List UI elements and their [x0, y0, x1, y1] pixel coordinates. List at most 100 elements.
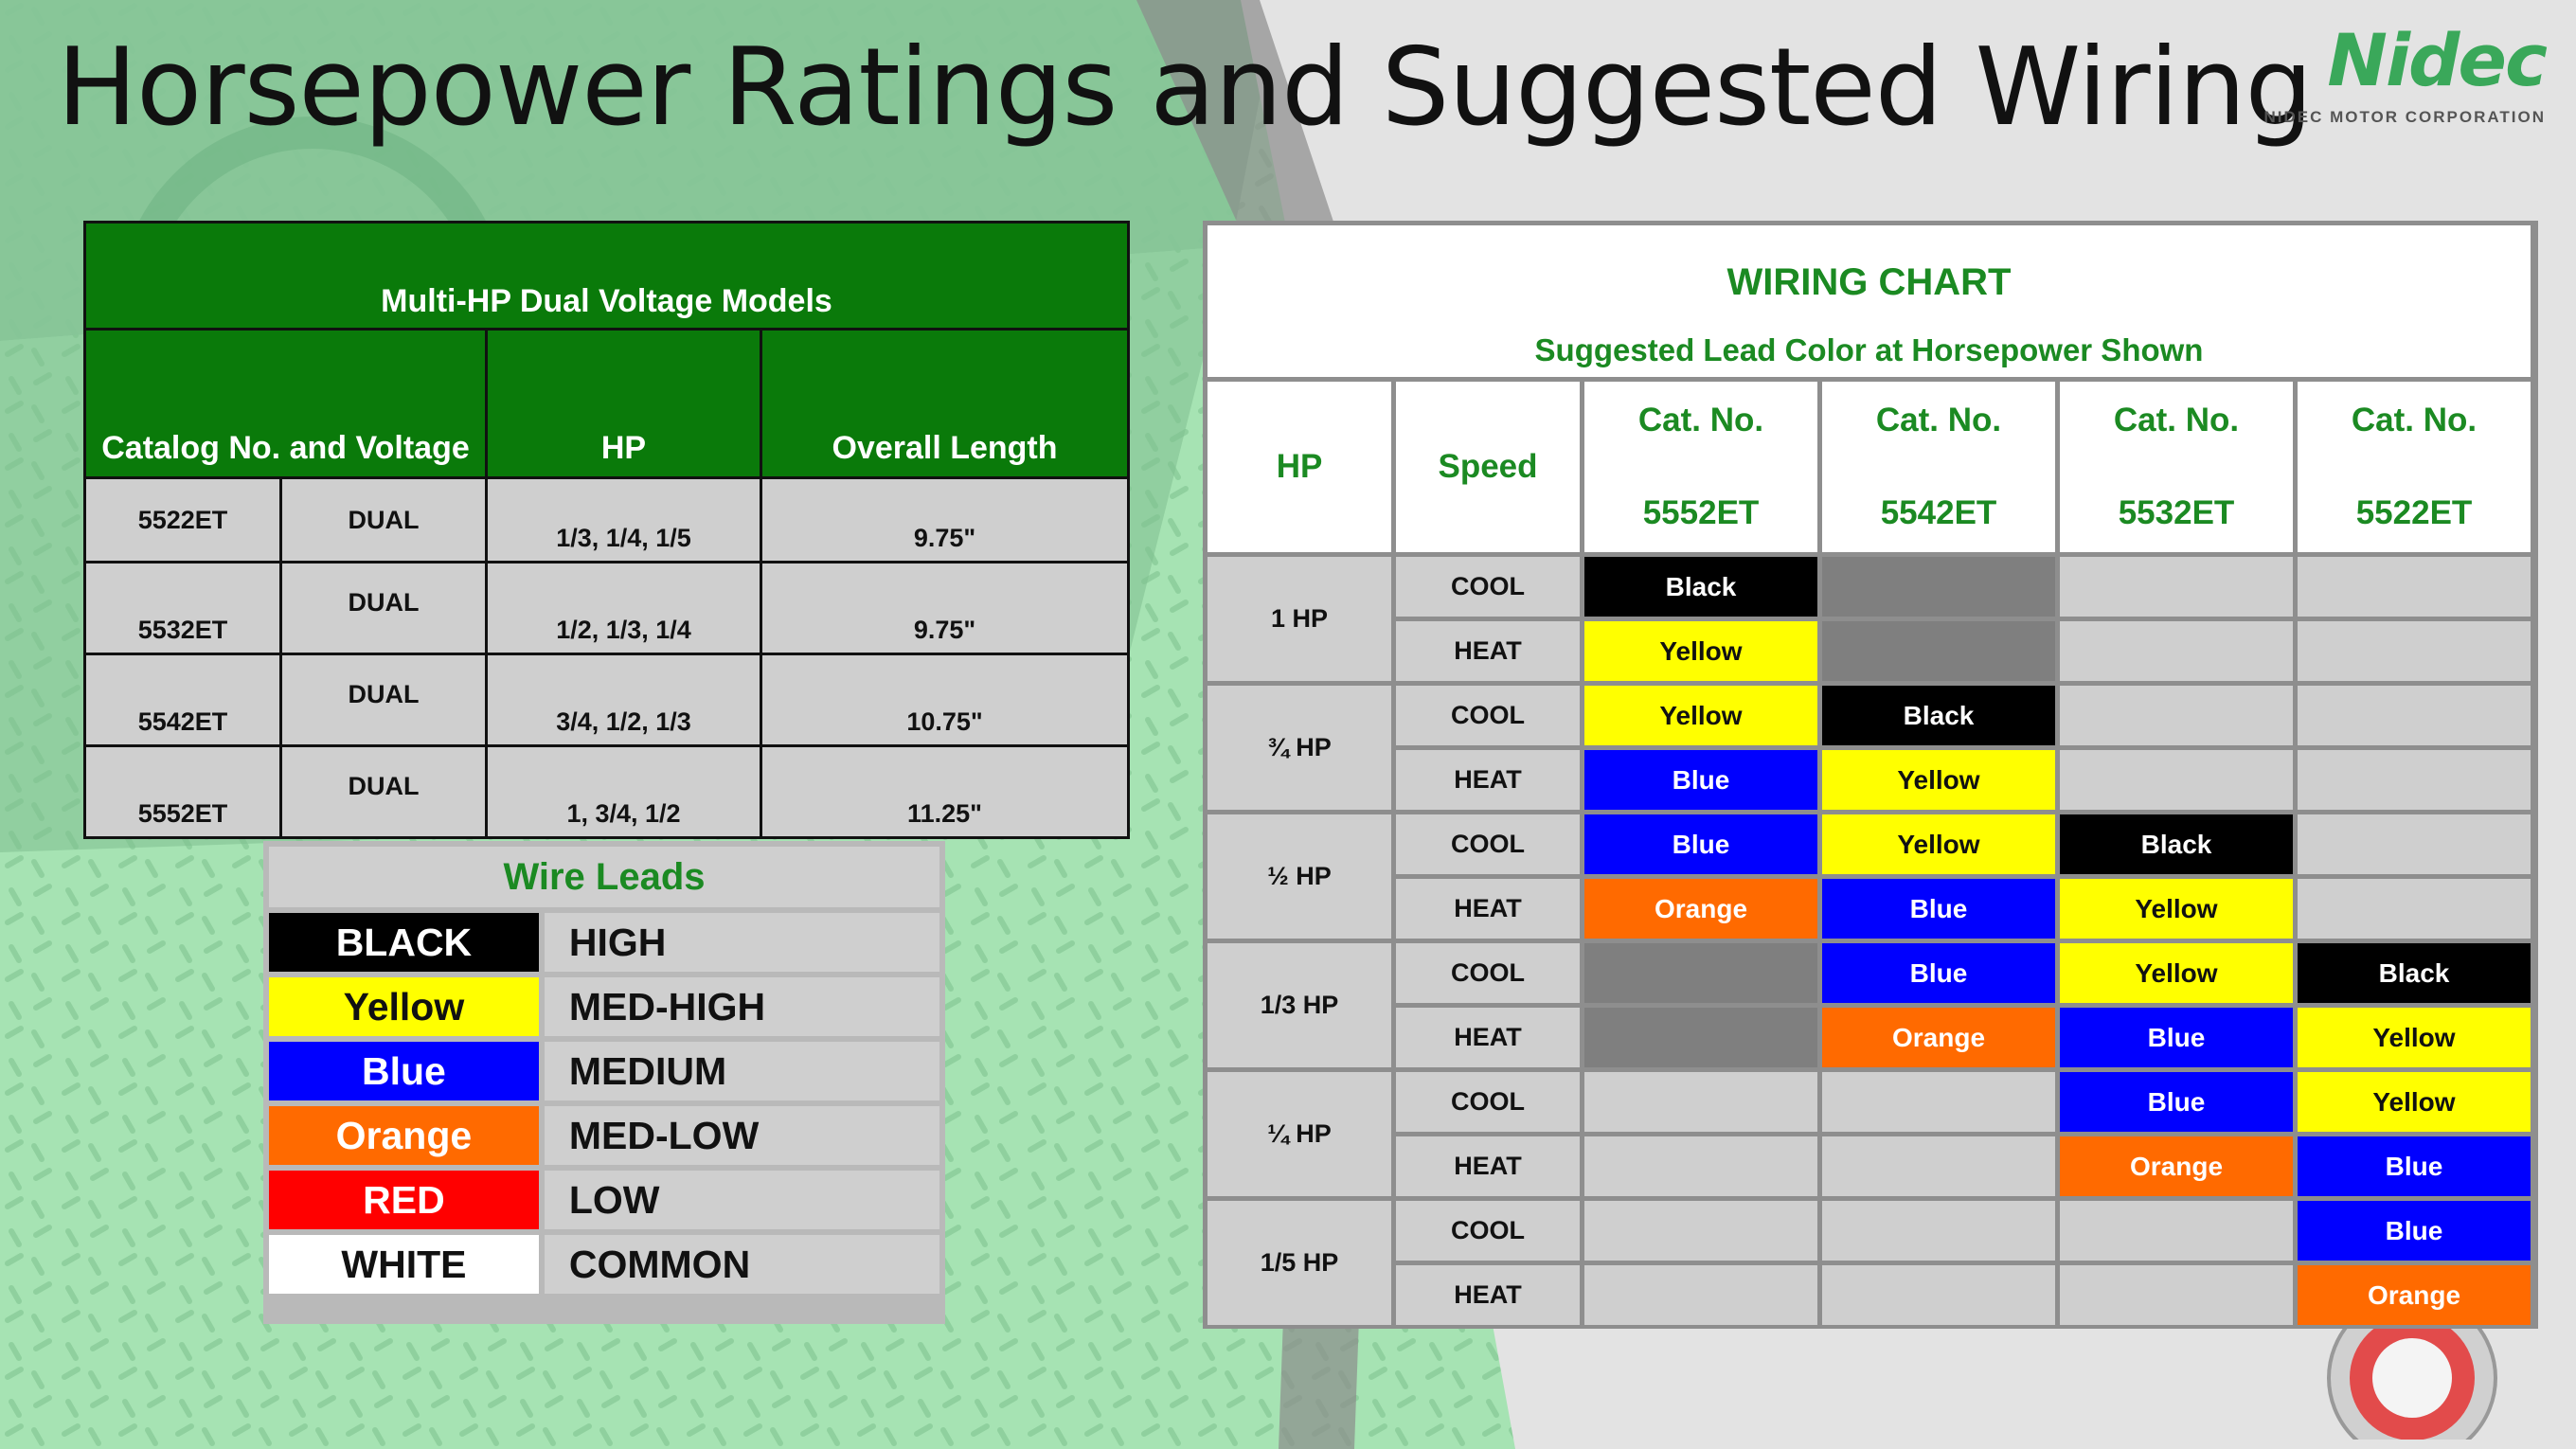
wiring-speed-label: COOL [1396, 943, 1580, 1003]
model-cat: 5552ET [83, 744, 282, 839]
wiring-speed-label: HEAT [1396, 750, 1580, 810]
lead-color-swatch: WHITE [269, 1235, 539, 1294]
wiring-lead-cell [2298, 750, 2531, 810]
wiring-row: HEAT Orange [1208, 1265, 2531, 1325]
wiring-lead-cell [1822, 557, 2055, 617]
wiring-header: WIRING CHART Suggested Lead Color at Hor… [1208, 225, 2531, 377]
wiring-row: HEAT Blue Yellow [1208, 750, 2531, 810]
cat-number: 5532ET [2118, 494, 2235, 531]
model-hp: 1/3, 1/4, 1/5 [485, 476, 762, 564]
page-title: Horsepower Ratings and Suggested Wiring [57, 25, 2313, 150]
wiring-lead-cell [1822, 1201, 2055, 1261]
lead-speed: LOW [544, 1171, 939, 1229]
model-length: 11.25" [760, 744, 1130, 839]
wiring-lead-cell [2298, 879, 2531, 939]
lead-row: RED LOW [269, 1171, 939, 1229]
wiring-col-hp: HP [1208, 382, 1391, 552]
cat-number: 5522ET [2355, 494, 2473, 531]
wiring-row: ¼ HP COOL Blue Yellow [1208, 1072, 2531, 1196]
wiring-lead-cell: Yellow [1822, 814, 2055, 874]
wiring-lead-cell [1822, 1136, 2055, 1196]
wiring-row: 1/3 HP COOL Blue Yellow Black [1208, 943, 2531, 1067]
table-row: 5532ET DUAL 1/2, 1/3, 1/4 9.75" [83, 561, 1130, 655]
model-length: 9.75" [760, 476, 1130, 564]
wiring-lead-cell [2060, 1265, 2293, 1325]
model-cat: 5522ET [83, 476, 282, 564]
wiring-lead-cell [1584, 1008, 1817, 1067]
logo-subtitle: NIDEC MOTOR CORPORATION [2263, 108, 2546, 126]
wiring-row: ¾ HP COOL Yellow Black [1208, 686, 2531, 810]
models-col-hp: HP [485, 328, 762, 479]
wiring-lead-cell [2298, 814, 2531, 874]
model-hp: 1/2, 1/3, 1/4 [485, 561, 762, 655]
models-col-catalog: Catalog No. and Voltage [83, 328, 488, 479]
wiring-lead-cell [2060, 1201, 2293, 1261]
model-hp: 3/4, 1/2, 1/3 [485, 653, 762, 747]
lead-color-swatch: BLACK [269, 913, 539, 972]
wiring-lead-cell [2060, 557, 2293, 617]
wiring-lead-cell: Orange [1584, 879, 1817, 939]
wiring-lead-cell: Orange [2298, 1265, 2531, 1325]
model-cat: 5532ET [83, 561, 282, 655]
wiring-lead-cell: Blue [2298, 1136, 2531, 1196]
wiring-table: WIRING CHART Suggested Lead Color at Hor… [1203, 221, 2535, 1330]
lead-speed: COMMON [544, 1235, 939, 1294]
cat-label: Cat. No. [2113, 402, 2240, 438]
wiring-lead-cell: Orange [2060, 1136, 2293, 1196]
cat-label: Cat. No. [1637, 402, 1764, 438]
wiring-col-cat: Cat. No. 5552ET [1584, 382, 1817, 552]
wiring-subtitle: Suggested Lead Color at Horsepower Shown [1534, 332, 2204, 367]
nidec-logo: Nidec NIDEC MOTOR CORPORATION [2233, 18, 2548, 129]
cat-label: Cat. No. [2351, 402, 2478, 438]
wiring-col-speed: Speed [1396, 382, 1580, 552]
wiring-lead-cell [1584, 1265, 1817, 1325]
wiring-speed-label: COOL [1396, 1201, 1580, 1261]
cat-number: 5552ET [1642, 494, 1760, 531]
wiring-lead-cell: Yellow [2060, 879, 2293, 939]
wiring-lead-cell: Blue [1822, 879, 2055, 939]
wiring-hp-label: 1/5 HP [1208, 1201, 1391, 1325]
wiring-lead-cell: Yellow [1584, 686, 1817, 745]
wire-leads-legend: Wire Leads BLACK HIGH Yellow MED-HIGH Bl… [263, 841, 945, 1324]
model-voltage: DUAL [279, 561, 488, 655]
lead-speed: MED-LOW [544, 1106, 939, 1165]
wiring-lead-cell: Yellow [2060, 943, 2293, 1003]
wiring-row: ½ HP COOL Blue Yellow Black [1208, 814, 2531, 939]
wiring-lead-cell [1822, 621, 2055, 681]
wiring-col-cat: Cat. No. 5532ET [2060, 382, 2293, 552]
wiring-speed-label: COOL [1396, 814, 1580, 874]
wiring-lead-cell: Black [2298, 943, 2531, 1003]
wiring-lead-cell: Blue [1584, 750, 1817, 810]
lead-color-swatch: Orange [269, 1106, 539, 1165]
wiring-chart: WIRING CHART Suggested Lead Color at Hor… [1203, 221, 2538, 1329]
model-voltage: DUAL [279, 653, 488, 747]
wiring-lead-cell: Blue [2060, 1008, 2293, 1067]
wiring-lead-cell [2298, 557, 2531, 617]
wiring-lead-cell [2298, 621, 2531, 681]
wiring-row: HEAT Orange Blue [1208, 1136, 2531, 1196]
wiring-speed-label: HEAT [1396, 1008, 1580, 1067]
wiring-lead-cell: Blue [1822, 943, 2055, 1003]
wiring-speed-label: HEAT [1396, 1136, 1580, 1196]
wiring-row: HEAT Yellow [1208, 621, 2531, 681]
lead-color-swatch: RED [269, 1171, 539, 1229]
lead-row: Orange MED-LOW [269, 1106, 939, 1165]
wiring-lead-cell: Blue [2060, 1072, 2293, 1132]
wiring-lead-cell: Black [2060, 814, 2293, 874]
wiring-row: HEAT Orange Blue Yellow [1208, 879, 2531, 939]
cat-label: Cat. No. [1875, 402, 2002, 438]
wiring-lead-cell [2060, 686, 2293, 745]
wiring-row: 1/5 HP COOL Blue [1208, 1201, 2531, 1325]
wiring-lead-cell: Yellow [1822, 750, 2055, 810]
wiring-lead-cell [1584, 1201, 1817, 1261]
model-voltage: DUAL [279, 476, 488, 564]
lead-color-swatch: Blue [269, 1042, 539, 1100]
wiring-lead-cell: Yellow [2298, 1008, 2531, 1067]
logo-wordmark: Nidec [2327, 18, 2548, 102]
models-col-length: Overall Length [760, 328, 1130, 479]
wiring-lead-cell [1822, 1265, 2055, 1325]
lead-row: Blue MEDIUM [269, 1042, 939, 1100]
wiring-lead-cell: Yellow [1584, 621, 1817, 681]
wiring-col-cat: Cat. No. 5522ET [2298, 382, 2531, 552]
wiring-speed-label: HEAT [1396, 621, 1580, 681]
